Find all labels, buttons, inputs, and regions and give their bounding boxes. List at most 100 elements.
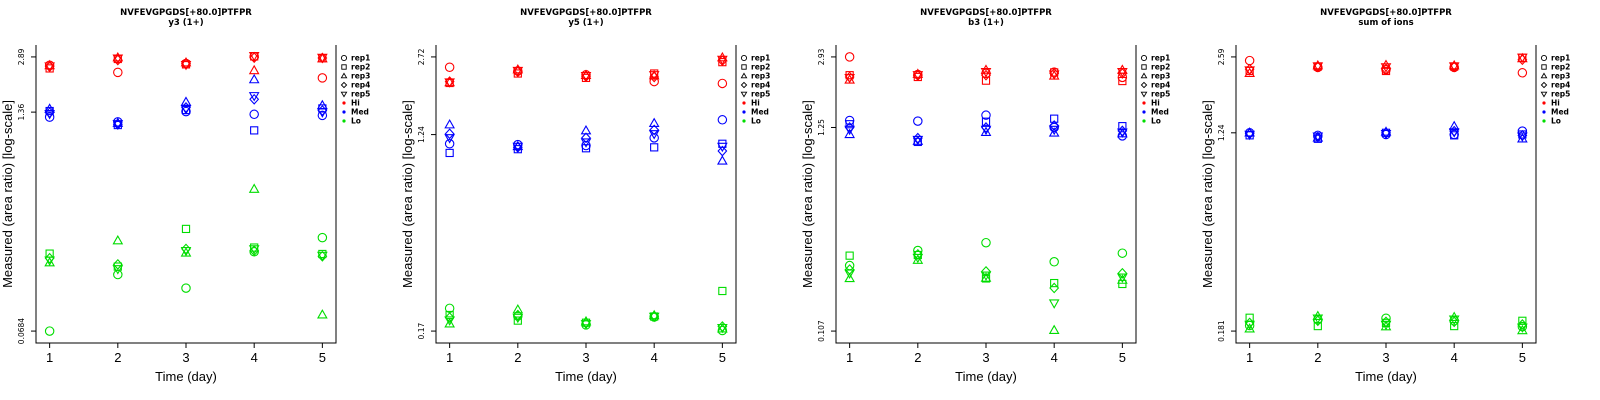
legend-label: Lo <box>751 117 761 126</box>
data-point-med-rep1 <box>181 106 191 117</box>
legend-marker <box>1540 91 1548 98</box>
data-point-lo-rep5 <box>44 256 55 266</box>
data-point-lo-rep4 <box>444 312 455 323</box>
legend-label: rep2 <box>751 63 770 72</box>
plot-frame <box>435 45 737 344</box>
data-point-lo-rep5 <box>912 253 924 264</box>
data-point-med-rep2 <box>845 120 854 129</box>
data-point-hi-rep5 <box>1244 66 1255 76</box>
x-tick-label: 1 <box>1246 350 1253 365</box>
data-point-hi-rep5 <box>1517 53 1528 64</box>
data-point-med-rep2 <box>1050 114 1059 123</box>
data-point-lo-rep4 <box>981 265 991 277</box>
legend-label: Hi <box>1151 99 1160 108</box>
data-point-med-rep4 <box>249 93 260 105</box>
legend-marker <box>740 81 748 89</box>
legend-label: Lo <box>1151 117 1161 126</box>
x-tick-label: 1 <box>846 350 853 365</box>
data-point-med-rep3 <box>717 155 728 165</box>
data-point-lo-rep2 <box>181 224 191 234</box>
data-point-med-rep1 <box>249 109 259 120</box>
legend-marker <box>740 72 748 79</box>
data-point-lo-rep3 <box>444 318 455 328</box>
data-point-med-rep3 <box>648 117 660 128</box>
data-point-med-rep3 <box>180 96 192 106</box>
data-point-hi-rep5 <box>44 62 55 72</box>
data-point-hi-rep5 <box>1312 62 1324 72</box>
y-axis-label: Measured (area ratio) [log-scale] <box>0 100 15 288</box>
legend-marker <box>1540 81 1548 89</box>
data-point-lo-rep5 <box>1448 315 1460 325</box>
data-point-med-rep2 <box>445 148 454 158</box>
data-point-hi-rep5 <box>717 55 728 66</box>
legend-marker <box>1540 72 1548 79</box>
x-tick-label: 5 <box>1519 350 1526 365</box>
data-point-med-rep3 <box>444 119 455 129</box>
legend-marker <box>1140 81 1148 89</box>
data-point-lo-rep3 <box>844 272 855 283</box>
legend-label: rep3 <box>751 72 770 81</box>
legend-marker <box>342 110 346 114</box>
data-point-med-rep3 <box>844 128 855 139</box>
data-point-lo-rep5 <box>180 246 192 257</box>
data-point-med-rep2 <box>250 126 259 135</box>
legend-marker <box>1142 110 1146 114</box>
data-point-med-rep5 <box>1117 128 1128 138</box>
data-point-med-rep3 <box>1448 120 1460 131</box>
data-point-lo-rep5 <box>980 271 992 281</box>
data-point-med-rep4 <box>444 128 455 140</box>
data-point-lo-rep1 <box>181 283 191 293</box>
x-tick-label: 2 <box>114 350 121 365</box>
y-tick-label: 1.24 <box>1217 124 1226 141</box>
data-point-lo-rep1 <box>44 326 55 336</box>
data-point-med-rep5 <box>717 142 728 153</box>
legend-marker <box>342 119 346 123</box>
data-point-med-rep5 <box>1312 132 1324 142</box>
legend-label: rep5 <box>751 90 770 99</box>
data-point-lo-rep2 <box>1050 278 1059 288</box>
legend-label: rep4 <box>751 81 770 90</box>
chart-title: NVFEVGPGDS[+80.0]PTFPR <box>120 8 252 18</box>
legend-marker <box>340 91 348 98</box>
data-point-med-rep1 <box>1313 130 1323 141</box>
data-point-hi-rep3 <box>248 64 260 75</box>
data-point-lo-rep4 <box>1517 319 1528 330</box>
data-point-med-rep4 <box>717 145 728 157</box>
data-point-lo-rep2 <box>513 316 522 325</box>
y-tick-label: 1.24 <box>417 126 426 143</box>
x-tick-label: 1 <box>446 350 453 365</box>
legend-label: rep1 <box>751 54 770 63</box>
data-point-hi-rep3 <box>717 51 728 62</box>
data-point-lo-rep1 <box>1117 248 1128 258</box>
data-point-hi-rep4 <box>1517 54 1528 66</box>
legend-marker <box>341 64 347 70</box>
data-point-med-rep2 <box>581 144 591 153</box>
legend-label: rep5 <box>1551 90 1570 99</box>
data-point-lo-rep5 <box>1048 299 1060 309</box>
data-point-lo-rep5 <box>112 265 124 275</box>
data-point-hi-rep5 <box>512 66 524 77</box>
data-point-med-rep2 <box>1450 131 1459 140</box>
x-axis-label: Time (day) <box>955 369 1017 384</box>
x-axis-label: Time (day) <box>155 369 217 384</box>
data-point-lo-rep2 <box>845 251 854 260</box>
legend-marker <box>1542 119 1546 123</box>
legend-label: rep2 <box>1551 63 1570 72</box>
legend-label: Med <box>351 108 369 117</box>
data-point-hi-rep1 <box>317 73 328 83</box>
data-point-med-rep4 <box>1049 120 1060 131</box>
data-point-hi-rep3 <box>980 64 992 74</box>
data-point-lo-rep4 <box>1449 316 1460 328</box>
legend-label: Hi <box>351 99 360 108</box>
legend-marker <box>1541 64 1547 70</box>
data-point-lo-rep4 <box>844 264 855 275</box>
y-tick-label: 2.89 <box>17 48 26 65</box>
data-point-med-rep1 <box>1517 126 1528 136</box>
data-point-lo-rep4 <box>1049 282 1060 294</box>
legend-label: rep4 <box>351 81 370 90</box>
legend-marker <box>342 101 346 105</box>
legend-label: rep1 <box>1551 54 1570 63</box>
x-tick-label: 1 <box>46 350 53 365</box>
data-point-med-rep5 <box>44 110 55 120</box>
data-point-lo-rep1 <box>981 237 991 248</box>
